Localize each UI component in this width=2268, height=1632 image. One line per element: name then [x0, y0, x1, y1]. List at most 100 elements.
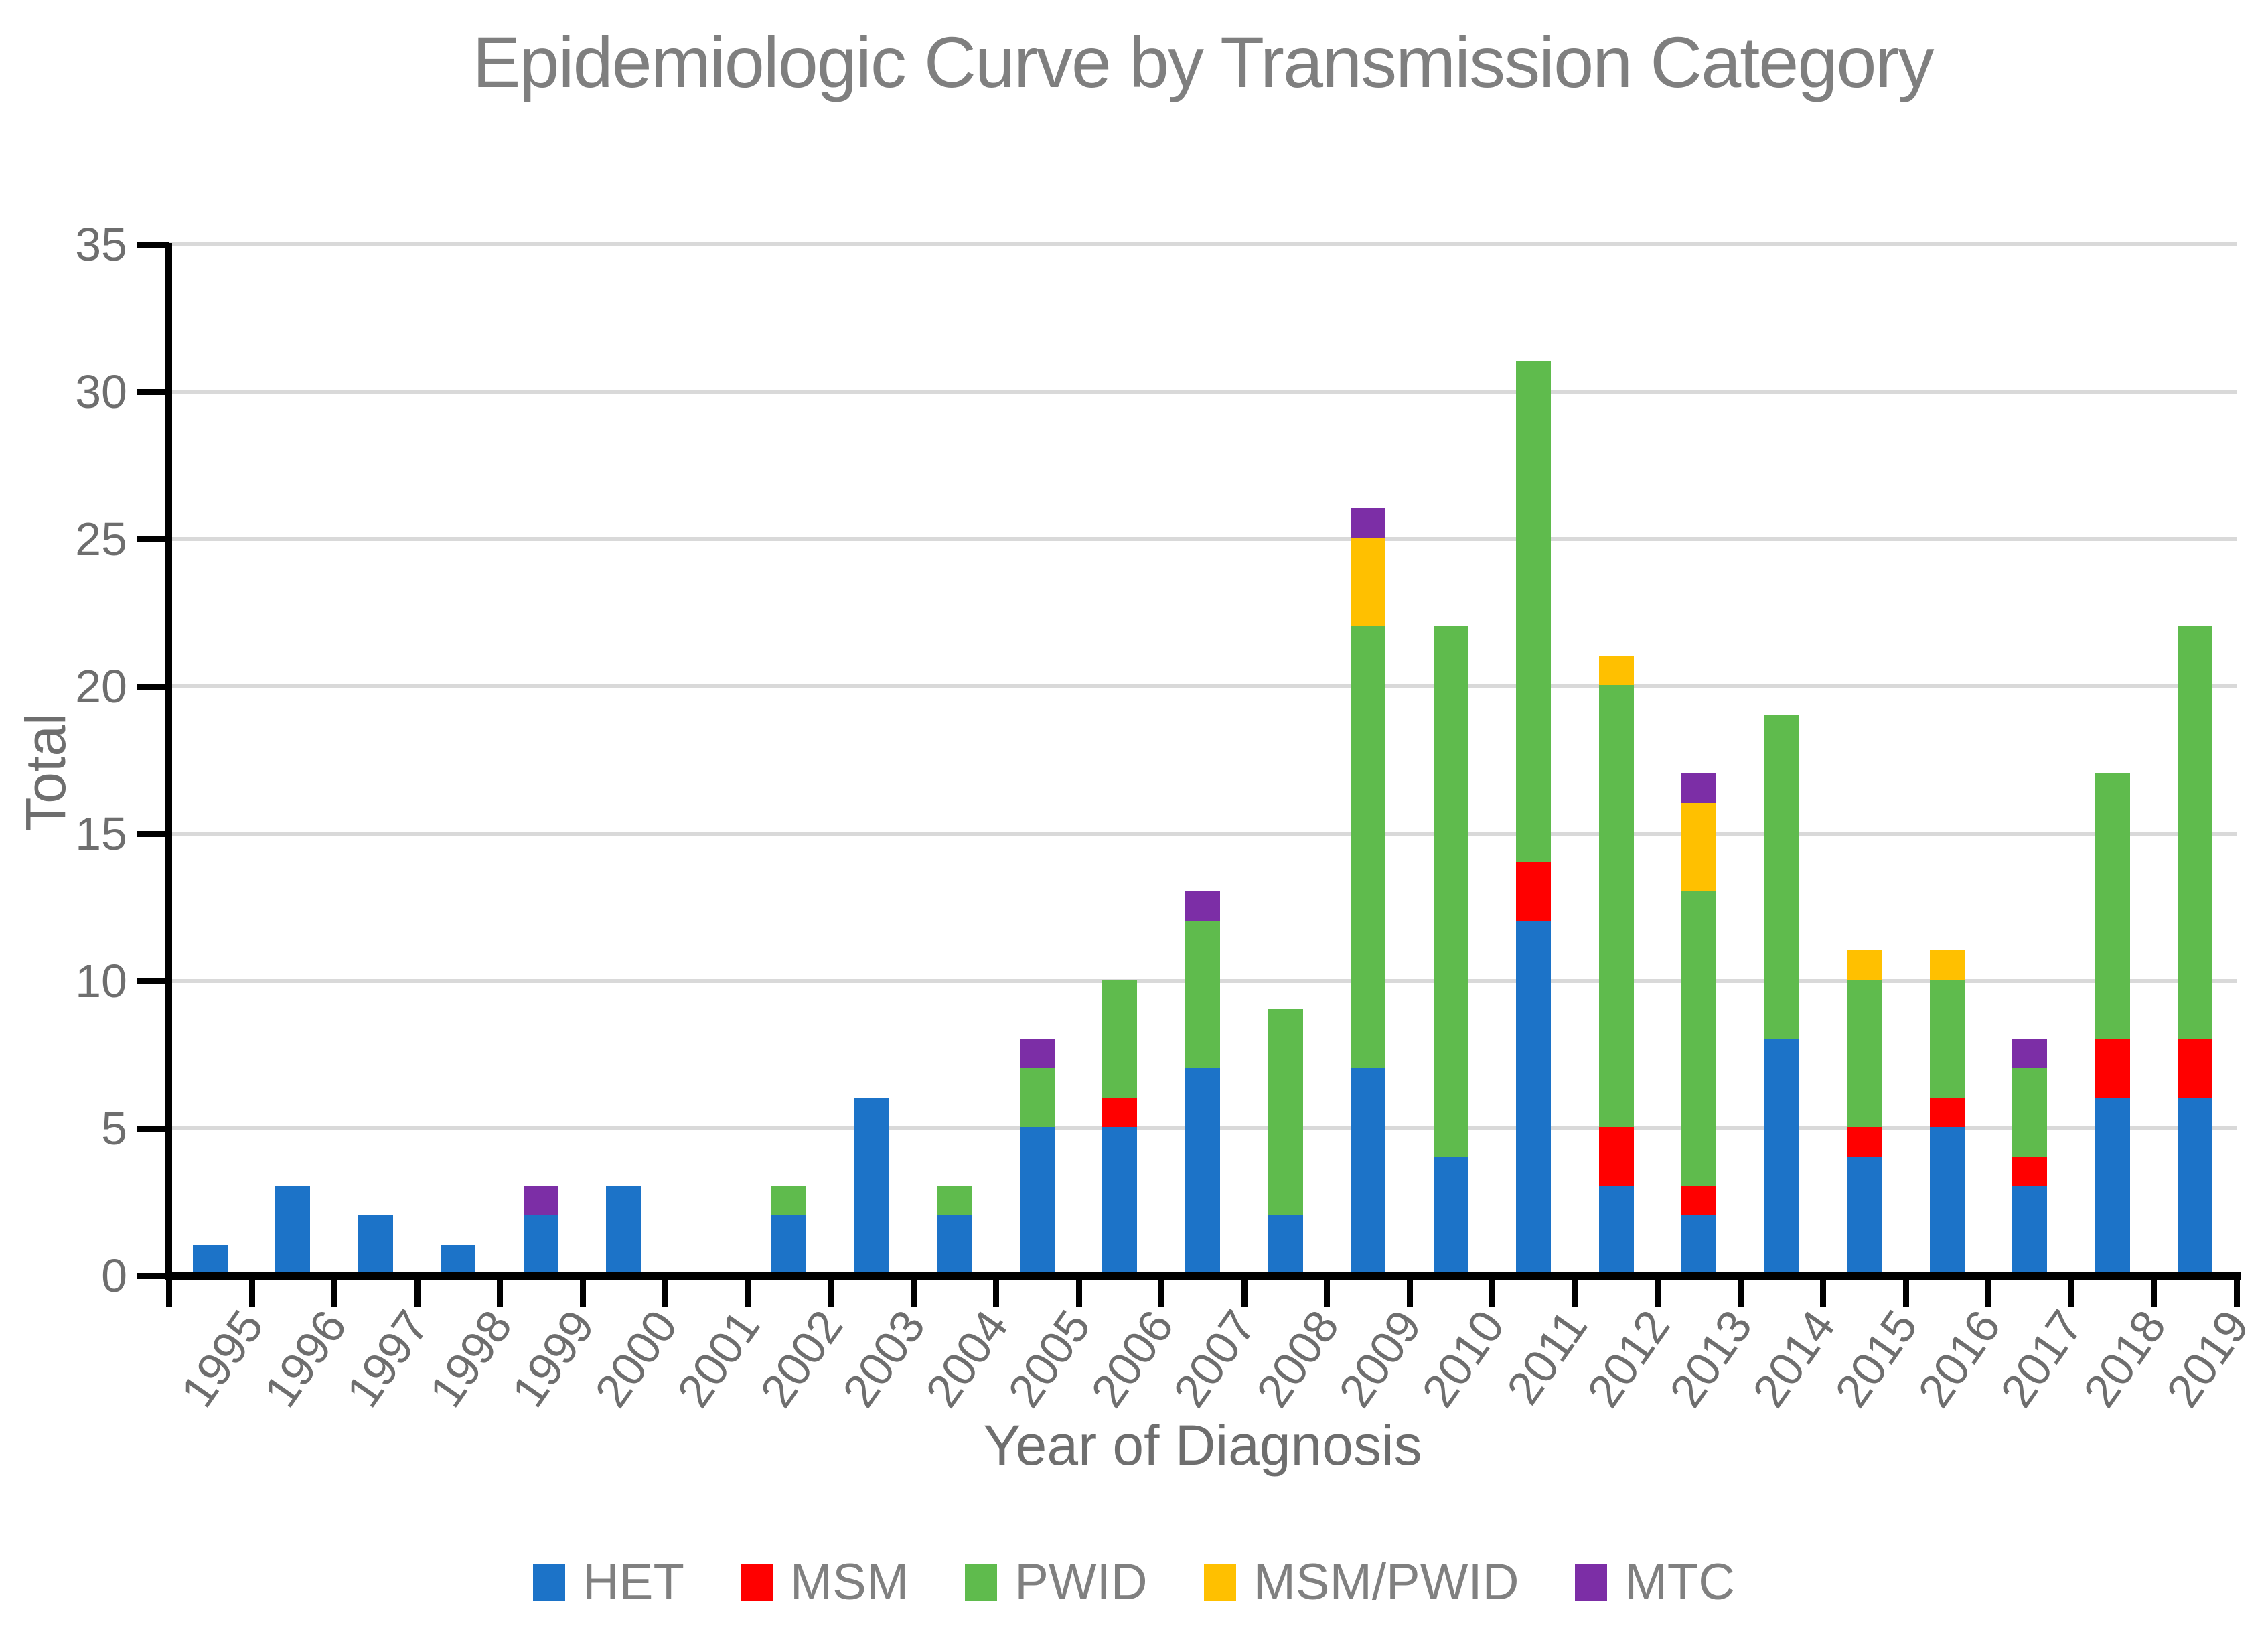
bar-2013-msm-segment	[1681, 1186, 1717, 1215]
bar-2011	[1516, 244, 1552, 1276]
bar-2009	[1351, 244, 1386, 1276]
x-axis-tick-label: 2006	[1080, 1301, 1184, 1416]
y-axis-tick	[137, 684, 169, 690]
legend-swatch-icon	[1575, 1564, 1608, 1601]
bar-2015-het-segment	[1847, 1157, 1882, 1274]
y-axis-tick-label: 35	[75, 218, 127, 271]
x-axis-tick	[2068, 1276, 2074, 1307]
x-axis-tick	[166, 1276, 172, 1307]
bar-2003-het-segment	[854, 1098, 889, 1274]
x-axis-tick	[1075, 1276, 1082, 1307]
x-axis-title: Year of Diagnosis	[983, 1414, 1422, 1477]
bar-2007-het-segment	[1185, 1068, 1220, 1274]
bar-2011-msm-segment	[1516, 862, 1552, 921]
bar-2015	[1847, 244, 1882, 1276]
bar-2003	[854, 244, 889, 1276]
x-axis-tick	[414, 1276, 421, 1307]
bar-2004-pwid-segment	[937, 1186, 972, 1215]
gridline	[169, 242, 2237, 246]
x-axis-tick	[1820, 1276, 1827, 1307]
y-axis-tick	[137, 831, 169, 837]
x-axis-tick-label: 2010	[1412, 1301, 1515, 1416]
x-axis-tick	[910, 1276, 917, 1307]
y-axis-tick-label: 20	[75, 660, 127, 713]
bar-2015-msm-pwid-segment	[1847, 950, 1882, 980]
bar-2000-het-segment	[606, 1186, 641, 1274]
x-axis-tick-label: 1995	[171, 1301, 274, 1416]
bar-2006-msm-segment	[1102, 1098, 1138, 1127]
x-axis-tick-label: 2013	[1659, 1301, 1762, 1416]
bar-1999-het-segment	[523, 1215, 558, 1274]
bar-1998-het-segment	[441, 1245, 476, 1274]
bar-1997-het-segment	[358, 1215, 393, 1274]
x-axis-tick-label: 2014	[1742, 1301, 1845, 1416]
y-axis-tick-label: 30	[75, 366, 127, 418]
bar-2011-pwid-segment	[1516, 361, 1552, 862]
bar-2011-het-segment	[1516, 921, 1552, 1274]
legend-item-pwid: PWID	[965, 1557, 1148, 1608]
y-axis-line	[165, 243, 172, 1278]
bar-2007-pwid-segment	[1185, 921, 1220, 1068]
x-axis-tick	[2151, 1276, 2158, 1307]
bar-2010-het-segment	[1433, 1157, 1468, 1274]
x-axis-tick-label: 2001	[667, 1301, 770, 1416]
x-axis-tick	[1737, 1276, 1744, 1307]
gridline	[169, 832, 2237, 836]
x-axis-tick-label: 2017	[1990, 1301, 2093, 1416]
x-axis-tick-label: 1996	[253, 1301, 356, 1416]
chart-title: Epidemiologic Curve by Transmission Cate…	[472, 21, 1935, 102]
bar-2018-het-segment	[2095, 1098, 2130, 1274]
x-axis-tick-label: 2007	[1163, 1301, 1266, 1416]
bar-2006-pwid-segment	[1102, 980, 1138, 1098]
x-axis-tick	[828, 1276, 834, 1307]
bar-2012-msm-pwid-segment	[1598, 656, 1634, 685]
bar-2019-msm-segment	[2178, 1039, 2213, 1098]
bar-2016-pwid-segment	[1929, 980, 1965, 1098]
x-axis-tick-label: 2016	[1908, 1301, 2011, 1416]
x-axis-tick	[248, 1276, 255, 1307]
bar-1999	[523, 244, 558, 1276]
gridline	[169, 684, 2237, 688]
bar-2016-het-segment	[1929, 1127, 1965, 1274]
bar-2002-het-segment	[771, 1215, 807, 1274]
bar-2009-het-segment	[1351, 1068, 1386, 1274]
bar-2005	[1019, 244, 1055, 1276]
x-axis-tick-label: 2003	[832, 1301, 935, 1416]
bar-2018-pwid-segment	[2095, 773, 2130, 1039]
bars-layer	[169, 244, 2237, 1276]
bar-2017-msm-segment	[2012, 1157, 2048, 1186]
x-axis-tick-label: 2009	[1329, 1301, 1432, 1416]
bar-1998	[441, 244, 476, 1276]
bar-2012-msm-segment	[1598, 1127, 1634, 1186]
bar-2012-het-segment	[1598, 1186, 1634, 1274]
x-axis-line	[165, 1272, 2241, 1280]
x-axis-tick	[745, 1276, 751, 1307]
bar-2009-mtc-segment	[1351, 508, 1386, 538]
gridline	[169, 390, 2237, 394]
bar-2018-msm-segment	[2095, 1039, 2130, 1098]
legend: HET MSM PWID MSM/PWID MTC	[0, 1557, 2268, 1608]
y-axis-tick	[137, 1273, 169, 1279]
bar-2014-pwid-segment	[1764, 715, 1799, 1039]
legend-label: HET	[582, 1554, 684, 1611]
bar-2004	[937, 244, 972, 1276]
bar-2015-msm-segment	[1847, 1127, 1882, 1157]
legend-swatch-icon	[740, 1564, 773, 1601]
bar-2002	[771, 244, 807, 1276]
y-axis-tick-label: 25	[75, 513, 127, 565]
y-axis-tick	[137, 536, 169, 542]
legend-label: MSM/PWID	[1253, 1554, 1519, 1611]
y-axis-tick	[137, 978, 169, 984]
y-axis-title: Total	[14, 713, 77, 832]
bar-2009-pwid-segment	[1351, 626, 1386, 1068]
legend-item-msm-pwid: MSM/PWID	[1203, 1554, 1519, 1611]
legend-label: MTC	[1624, 1554, 1736, 1611]
legend-label: MSM	[789, 1554, 909, 1611]
bar-1997	[358, 244, 393, 1276]
x-axis-tick-label: 2018	[2073, 1301, 2176, 1416]
bar-2019	[2178, 244, 2213, 1276]
bar-2013-het-segment	[1681, 1215, 1717, 1274]
x-axis-tick	[993, 1276, 1000, 1307]
bar-2013-pwid-segment	[1681, 891, 1717, 1186]
